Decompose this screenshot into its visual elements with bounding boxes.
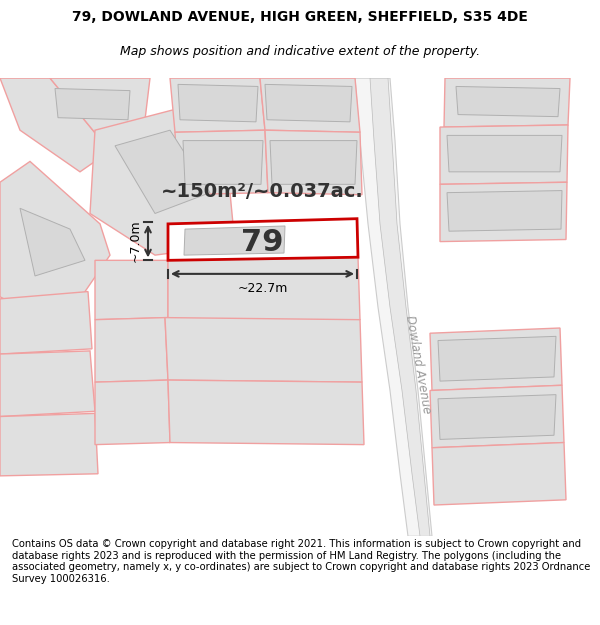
Polygon shape xyxy=(175,130,268,195)
Polygon shape xyxy=(0,413,98,476)
Polygon shape xyxy=(95,261,168,319)
Polygon shape xyxy=(115,130,210,214)
Polygon shape xyxy=(20,208,85,276)
Polygon shape xyxy=(456,86,560,117)
Polygon shape xyxy=(265,84,352,122)
Text: ~7.0m: ~7.0m xyxy=(129,220,142,262)
Polygon shape xyxy=(168,380,364,444)
Text: Contains OS data © Crown copyright and database right 2021. This information is : Contains OS data © Crown copyright and d… xyxy=(12,539,590,584)
Polygon shape xyxy=(430,328,562,391)
Polygon shape xyxy=(260,78,360,132)
Polygon shape xyxy=(430,385,564,448)
Polygon shape xyxy=(438,394,556,439)
Polygon shape xyxy=(370,78,430,536)
Polygon shape xyxy=(444,78,570,127)
Polygon shape xyxy=(165,318,362,382)
Text: ~22.7m: ~22.7m xyxy=(238,282,287,295)
Polygon shape xyxy=(184,226,285,255)
Polygon shape xyxy=(0,78,110,172)
Polygon shape xyxy=(440,125,568,184)
Polygon shape xyxy=(0,161,110,328)
Polygon shape xyxy=(90,109,235,255)
Polygon shape xyxy=(168,258,360,322)
Polygon shape xyxy=(438,336,556,381)
Polygon shape xyxy=(178,84,258,122)
Polygon shape xyxy=(95,380,170,444)
Polygon shape xyxy=(432,442,566,505)
Polygon shape xyxy=(183,141,263,184)
Polygon shape xyxy=(95,318,168,382)
Text: Map shows position and indicative extent of the property.: Map shows position and indicative extent… xyxy=(120,46,480,58)
Polygon shape xyxy=(265,130,362,195)
Polygon shape xyxy=(355,78,432,536)
Polygon shape xyxy=(170,78,265,132)
Polygon shape xyxy=(0,351,95,416)
Polygon shape xyxy=(168,219,358,261)
Polygon shape xyxy=(55,89,130,120)
Text: ~150m²/~0.037ac.: ~150m²/~0.037ac. xyxy=(161,182,364,201)
Polygon shape xyxy=(50,78,150,151)
Polygon shape xyxy=(447,191,562,231)
Text: Dowland Avenue: Dowland Avenue xyxy=(403,314,433,414)
Polygon shape xyxy=(0,292,92,354)
Text: 79, DOWLAND AVENUE, HIGH GREEN, SHEFFIELD, S35 4DE: 79, DOWLAND AVENUE, HIGH GREEN, SHEFFIEL… xyxy=(72,10,528,24)
Polygon shape xyxy=(440,182,567,242)
Text: 79: 79 xyxy=(241,228,284,257)
Polygon shape xyxy=(447,136,562,172)
Polygon shape xyxy=(270,141,357,184)
